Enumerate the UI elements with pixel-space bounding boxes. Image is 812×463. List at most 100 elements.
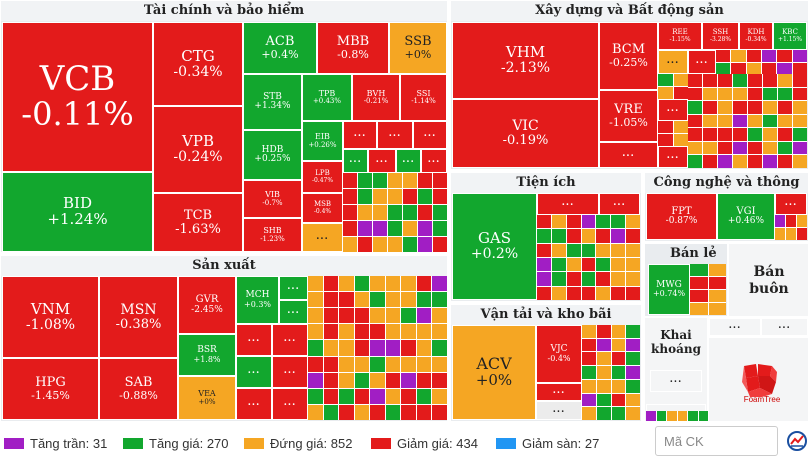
stock-cell[interactable] [566,286,581,300]
stock-cell[interactable] [370,276,385,292]
stock-cell[interactable] [418,173,432,188]
tile-more[interactable]: ... [658,99,688,121]
stock-cell[interactable] [358,189,372,204]
tile-eib[interactable]: EIB +0.26% [302,121,343,161]
stock-cell[interactable] [582,352,596,366]
stock-cell[interactable] [339,404,354,420]
stock-cell[interactable] [581,272,596,286]
stock-cell[interactable] [308,388,323,404]
stock-cell[interactable] [388,221,402,236]
stock-cell[interactable] [581,257,596,272]
stock-cell[interactable] [733,87,747,101]
stock-cell[interactable] [626,338,640,352]
stock-search-input[interactable] [655,426,778,456]
stock-cell[interactable] [716,62,731,74]
stock-cell[interactable] [658,74,673,86]
stock-cell[interactable] [551,257,566,272]
stock-cell[interactable] [688,74,702,87]
stock-cell[interactable] [403,237,417,252]
tile-kdh[interactable]: KDH -0.34% [739,22,773,50]
stock-cell[interactable] [354,308,370,324]
stock-cell[interactable] [703,101,717,114]
stock-cell[interactable] [626,272,640,286]
stock-cell[interactable] [718,87,732,101]
tile-acv[interactable]: ACV +0% [452,325,536,420]
stock-cell[interactable] [385,356,401,372]
stock-cell[interactable] [385,324,401,340]
tile-more[interactable]: ... [599,142,658,168]
stock-cell[interactable] [582,338,596,352]
stock-cell[interactable] [339,308,354,324]
stock-cell[interactable] [626,352,640,366]
tile-ssi[interactable]: SSI -1.14% [400,74,447,121]
stock-cell[interactable] [611,366,626,379]
stock-cell[interactable] [388,205,402,220]
tile-more[interactable]: ... [343,149,368,173]
tile-fpt[interactable]: FPT -0.87% [646,193,717,240]
stock-cell[interactable] [778,114,792,128]
stock-cell[interactable] [343,173,357,188]
tile-more[interactable]: ... [658,50,688,74]
stock-cell[interactable] [763,155,777,168]
stock-cell[interactable] [733,141,747,155]
stock-cell[interactable] [718,114,732,128]
stock-cell[interactable] [763,74,777,87]
stock-cell[interactable] [673,121,688,133]
tile-ree[interactable]: REE -1.15% [658,22,702,50]
stock-cell[interactable] [581,243,596,257]
brand-logo-icon[interactable] [787,431,807,451]
tile-more[interactable]: ... [775,193,807,215]
stock-cell[interactable] [416,292,432,308]
stock-cell[interactable] [582,393,596,407]
stock-cell[interactable] [343,221,357,236]
stock-cell[interactable] [358,205,372,220]
stock-cell[interactable] [793,114,807,128]
stock-cell[interactable] [385,292,401,308]
stock-cell[interactable] [323,324,339,340]
tile-shb[interactable]: SHB -1.23% [243,218,302,252]
stock-cell[interactable] [778,141,792,155]
stock-cell[interactable] [432,292,447,308]
stock-cell[interactable] [566,272,581,286]
stock-cell[interactable] [658,87,673,99]
tile-tpb[interactable]: TPB +0.43% [302,74,352,121]
stock-cell[interactable] [432,308,447,324]
stock-cell[interactable] [416,340,432,356]
stock-cell[interactable] [596,257,611,272]
stock-cell[interactable] [746,50,761,62]
stock-cell[interactable] [416,324,432,340]
stock-mosaic[interactable] [308,276,447,420]
stock-cell[interactable] [370,324,385,340]
tile-more[interactable]: ... [650,370,702,392]
stock-cell[interactable] [433,189,447,204]
tile-vnm[interactable]: VNM -1.08% [2,276,99,358]
stock-cell[interactable] [323,404,339,420]
stock-cell[interactable] [778,101,792,114]
stock-cell[interactable] [673,134,688,146]
stock-cell[interactable] [778,74,792,87]
stock-cell[interactable] [370,308,385,324]
stock-cell[interactable] [793,87,807,101]
stock-cell[interactable] [611,352,626,366]
stock-cell[interactable] [748,87,762,101]
tile-more[interactable]: ... [279,276,308,300]
stock-cell[interactable] [339,388,354,404]
stock-cell[interactable] [708,303,726,315]
stock-cell[interactable] [797,215,807,227]
stock-cell[interactable] [718,101,732,114]
stock-cell[interactable] [385,340,401,356]
stock-cell[interactable] [611,243,626,257]
stock-cell[interactable] [793,74,807,87]
stock-cell[interactable] [626,215,640,229]
stock-cell[interactable] [673,74,688,86]
stock-cell[interactable] [373,173,387,188]
stock-cell[interactable] [763,87,777,101]
tile-vre[interactable]: VRE -1.05% [599,90,658,142]
stock-cell[interactable] [718,155,732,168]
stock-cell[interactable] [596,286,611,300]
stock-cell[interactable] [793,101,807,114]
stock-cell[interactable] [416,388,432,404]
tile-more[interactable]: ... [688,50,716,74]
tile-vpb[interactable]: VPB -0.24% [153,106,243,193]
stock-cell[interactable] [596,215,611,229]
